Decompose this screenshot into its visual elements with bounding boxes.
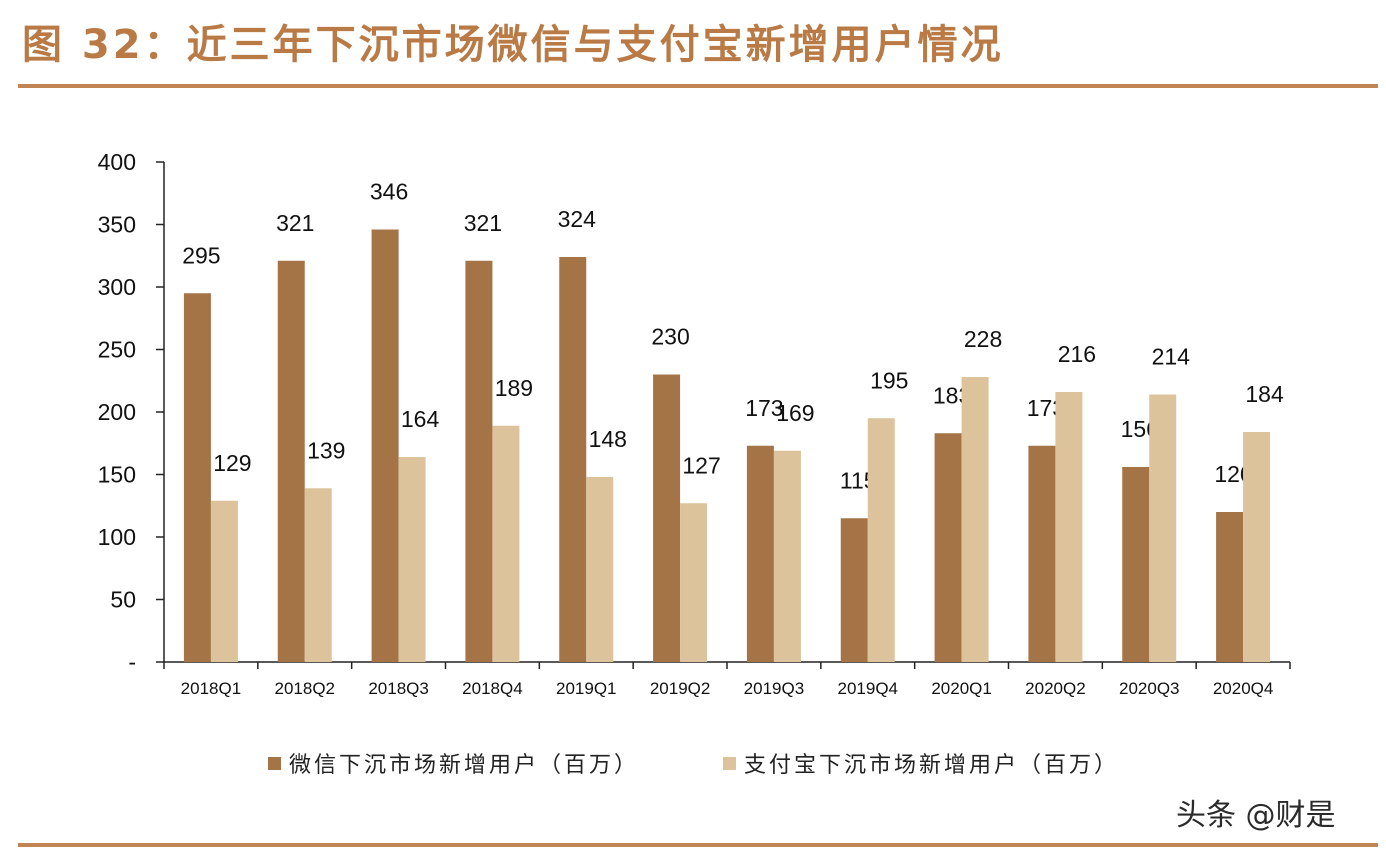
data-label-alipay: 195 [870,367,908,393]
data-label-alipay: 139 [307,437,345,463]
data-label-wechat: 324 [558,206,597,232]
data-label-alipay: 169 [776,400,814,426]
data-label-wechat: 346 [370,179,408,205]
y-tick-label: 150 [98,462,136,488]
y-tick-label: 50 [110,587,136,613]
bar-alipay [304,488,332,662]
data-label-wechat: 321 [464,210,502,236]
bar-wechat [183,293,211,662]
y-tick-label: 400 [98,149,136,175]
data-label-wechat: 295 [182,242,220,268]
bar-wechat [746,445,774,662]
data-label-alipay: 228 [964,326,1002,352]
bottom-divider [18,843,1378,847]
bar-alipay [773,450,801,662]
data-label-alipay: 184 [1245,381,1284,407]
bar-alipay [867,418,895,662]
bar-alipay [398,457,426,662]
data-label-alipay: 189 [495,375,533,401]
bar-chart: - 50 100 150 200 250 300 350 400 2018Q1 2018Q2 2018… [98,149,1291,698]
bar-alipay [961,377,989,662]
y-tick-label: 200 [98,399,136,425]
y-tick-label: - [128,649,136,675]
x-tick-label: 2019Q2 [650,679,711,698]
x-tick-label: 2018Q2 [275,679,336,698]
legend-item-wechat: 微信下沉市场新增用户（百万） [268,748,639,778]
data-label-alipay: 164 [401,406,440,432]
chart-title: 图 32：近三年下沉市场微信与支付宝新增用户情况 [22,22,1004,68]
data-label-wechat: 230 [651,324,689,350]
bar-alipay [492,425,520,662]
watermark: 头条 @财是 [1176,798,1336,833]
x-tick-label: 2020Q2 [1025,679,1086,698]
x-tick-label: 2020Q1 [931,679,992,698]
y-tick-label: 250 [98,337,136,363]
x-tick-label: 2018Q4 [462,679,523,698]
legend-label-wechat: 微信下沉市场新增用户（百万） [289,753,640,778]
legend-swatch-alipay [723,756,736,770]
top-divider [18,84,1378,88]
data-label-alipay: 148 [589,426,627,452]
bar-wechat [1028,445,1056,662]
bar-wechat [653,374,681,662]
bar-wechat [1122,467,1150,662]
data-label-alipay: 127 [682,452,720,478]
data-label-alipay: 216 [1058,341,1096,367]
legend-swatch-wechat [268,756,281,770]
x-tick-label: 2018Q1 [181,679,242,698]
bar-wechat [371,229,399,662]
bar-wechat [277,260,305,662]
bar-alipay [1149,394,1177,662]
y-tick-label: 350 [98,212,136,238]
bar-wechat [465,260,493,662]
bar-wechat [1216,512,1244,662]
x-tick-label: 2020Q4 [1213,679,1274,698]
x-tick-label: 2018Q3 [368,679,429,698]
legend-item-alipay: 支付宝下沉市场新增用户（百万） [723,748,1119,778]
x-tick-label: 2020Q3 [1119,679,1180,698]
bar-alipay [680,503,708,662]
bar-alipay [210,500,238,662]
data-label-wechat: 321 [276,210,314,236]
data-label-wechat: 173 [745,395,783,421]
x-tick-label: 2019Q1 [556,679,617,698]
bar-alipay [586,477,614,662]
bar-wechat [840,518,868,662]
y-tick-label: 300 [98,274,136,300]
data-label-alipay: 214 [1152,344,1191,370]
bar-wechat [559,257,587,662]
y-tick-label: 100 [98,524,136,550]
bar-alipay [1055,392,1083,662]
x-tick-label: 2019Q4 [838,679,899,698]
bar-wechat [934,433,962,662]
legend-label-alipay: 支付宝下沉市场新增用户（百万） [744,753,1120,778]
x-tick-label: 2019Q3 [744,679,805,698]
bar-alipay [1243,432,1271,662]
data-label-alipay: 129 [213,450,251,476]
